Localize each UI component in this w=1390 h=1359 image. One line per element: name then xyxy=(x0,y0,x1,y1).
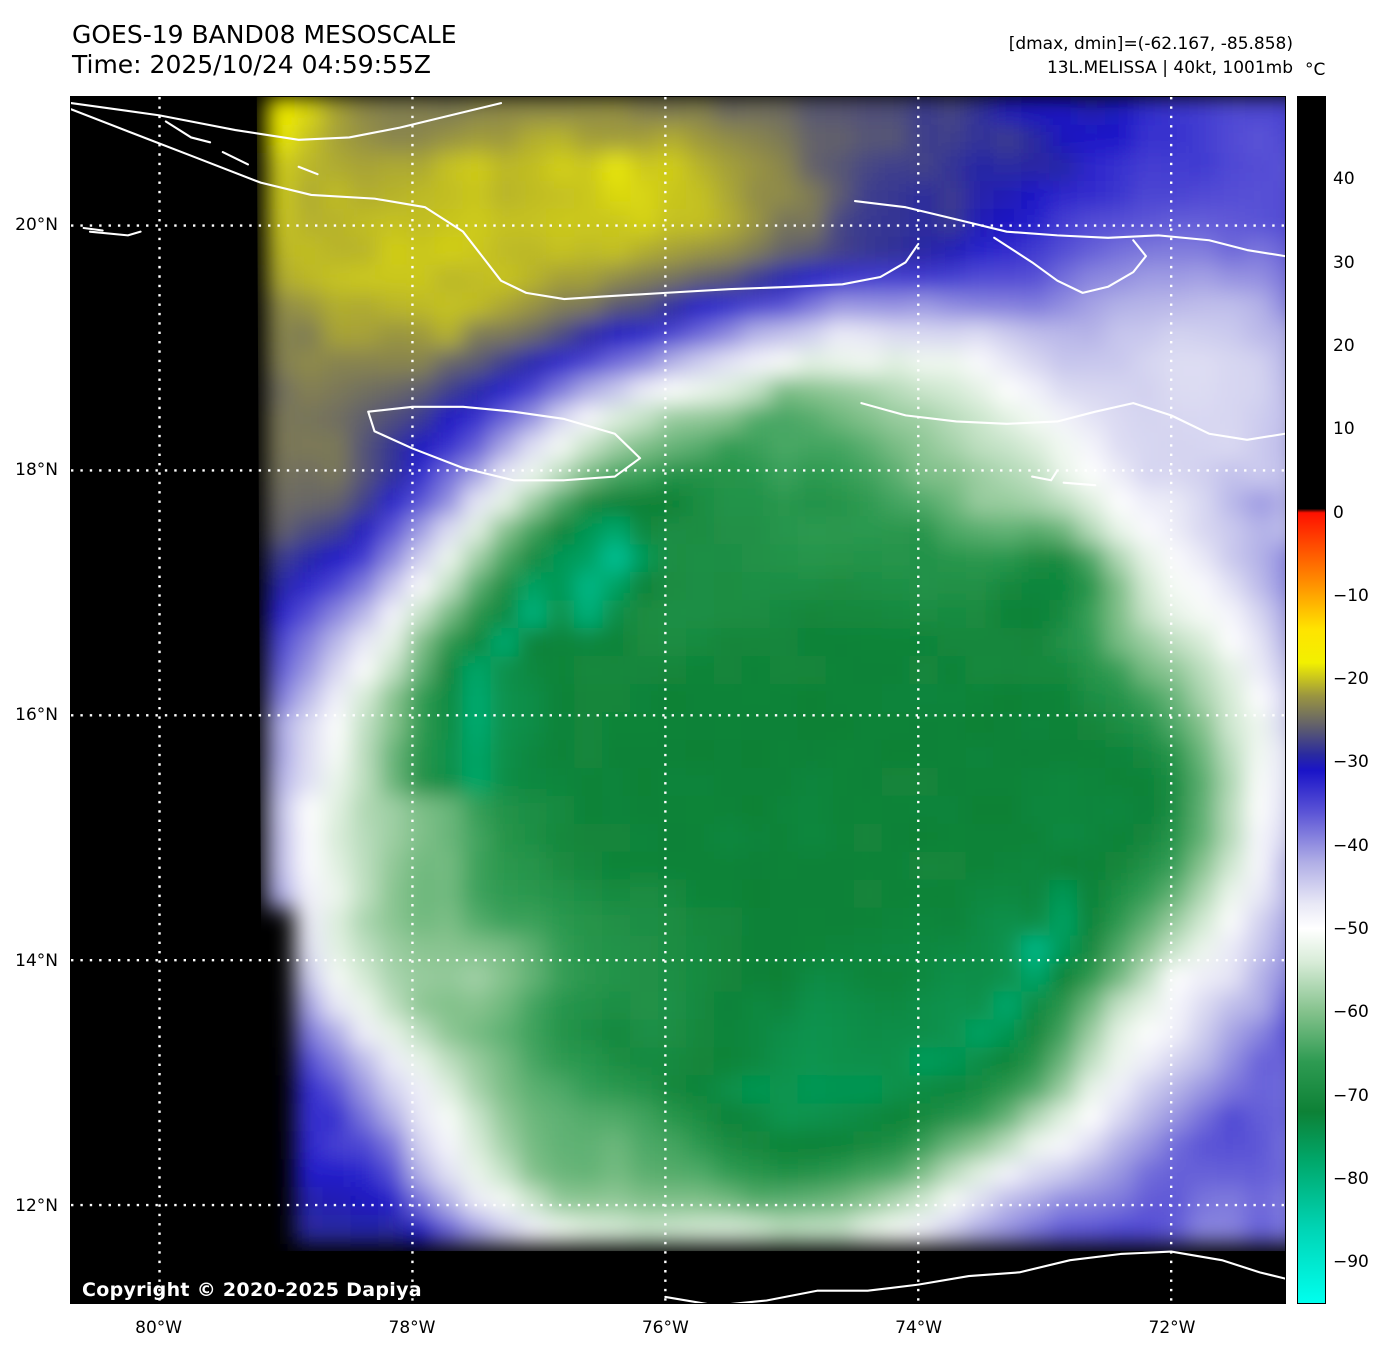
colorbar-tick-neg90: −90 xyxy=(1333,1252,1369,1273)
x-axis-tick-80w: 80°W xyxy=(135,1318,183,1338)
x-axis-tick-78w: 78°W xyxy=(388,1318,436,1338)
y-axis-tick-18n: 18°N xyxy=(15,460,58,481)
colorbar-gradient xyxy=(1297,96,1326,1304)
copyright-label: Copyright © 2020-2025 Dapiya xyxy=(82,1279,422,1301)
colorbar-tick-neg20: −20 xyxy=(1333,669,1369,690)
colorbar-tick-neg60: −60 xyxy=(1333,1002,1369,1023)
storm-info-label: 13L.MELISSA | 40kt, 1001mb xyxy=(1046,58,1293,78)
page-title: GOES-19 BAND08 MESOSCALE xyxy=(72,20,457,49)
colorbar-tick-neg70: −70 xyxy=(1333,1085,1369,1106)
timestamp-label: Time: 2025/10/24 04:59:55Z xyxy=(72,50,431,79)
y-axis-tick-20n: 20°N xyxy=(15,214,58,235)
colorbar-tick-neg30: −30 xyxy=(1333,752,1369,773)
brightness-temperature-heatmap xyxy=(71,97,1285,1303)
colorbar-units-label: °C xyxy=(1305,60,1326,80)
x-axis-tick-72w: 72°W xyxy=(1148,1318,1196,1338)
x-axis-tick-74w: 74°W xyxy=(895,1318,943,1338)
y-axis-tick-12n: 12°N xyxy=(15,1195,58,1216)
colorbar-tick-neg80: −80 xyxy=(1333,1169,1369,1190)
colorbar-tick-neg10: −10 xyxy=(1333,585,1369,606)
colorbar-tick-30: 30 xyxy=(1333,252,1355,273)
colorbar-tick-neg50: −50 xyxy=(1333,919,1369,940)
y-axis-tick-14n: 14°N xyxy=(15,950,58,971)
colorbar-tick-neg40: −40 xyxy=(1333,835,1369,856)
colorbar xyxy=(1297,96,1326,1304)
colorbar-tick-10: 10 xyxy=(1333,419,1355,440)
satellite-plot-area[interactable] xyxy=(70,96,1286,1304)
y-axis-tick-16n: 16°N xyxy=(15,705,58,726)
x-axis-tick-76w: 76°W xyxy=(641,1318,689,1338)
colorbar-tick-40: 40 xyxy=(1333,169,1355,190)
colorbar-tick-20: 20 xyxy=(1333,335,1355,356)
colorbar-tick-0: 0 xyxy=(1333,502,1344,523)
dmax-dmin-label: [dmax, dmin]=(-62.167, -85.858) xyxy=(1008,34,1293,54)
